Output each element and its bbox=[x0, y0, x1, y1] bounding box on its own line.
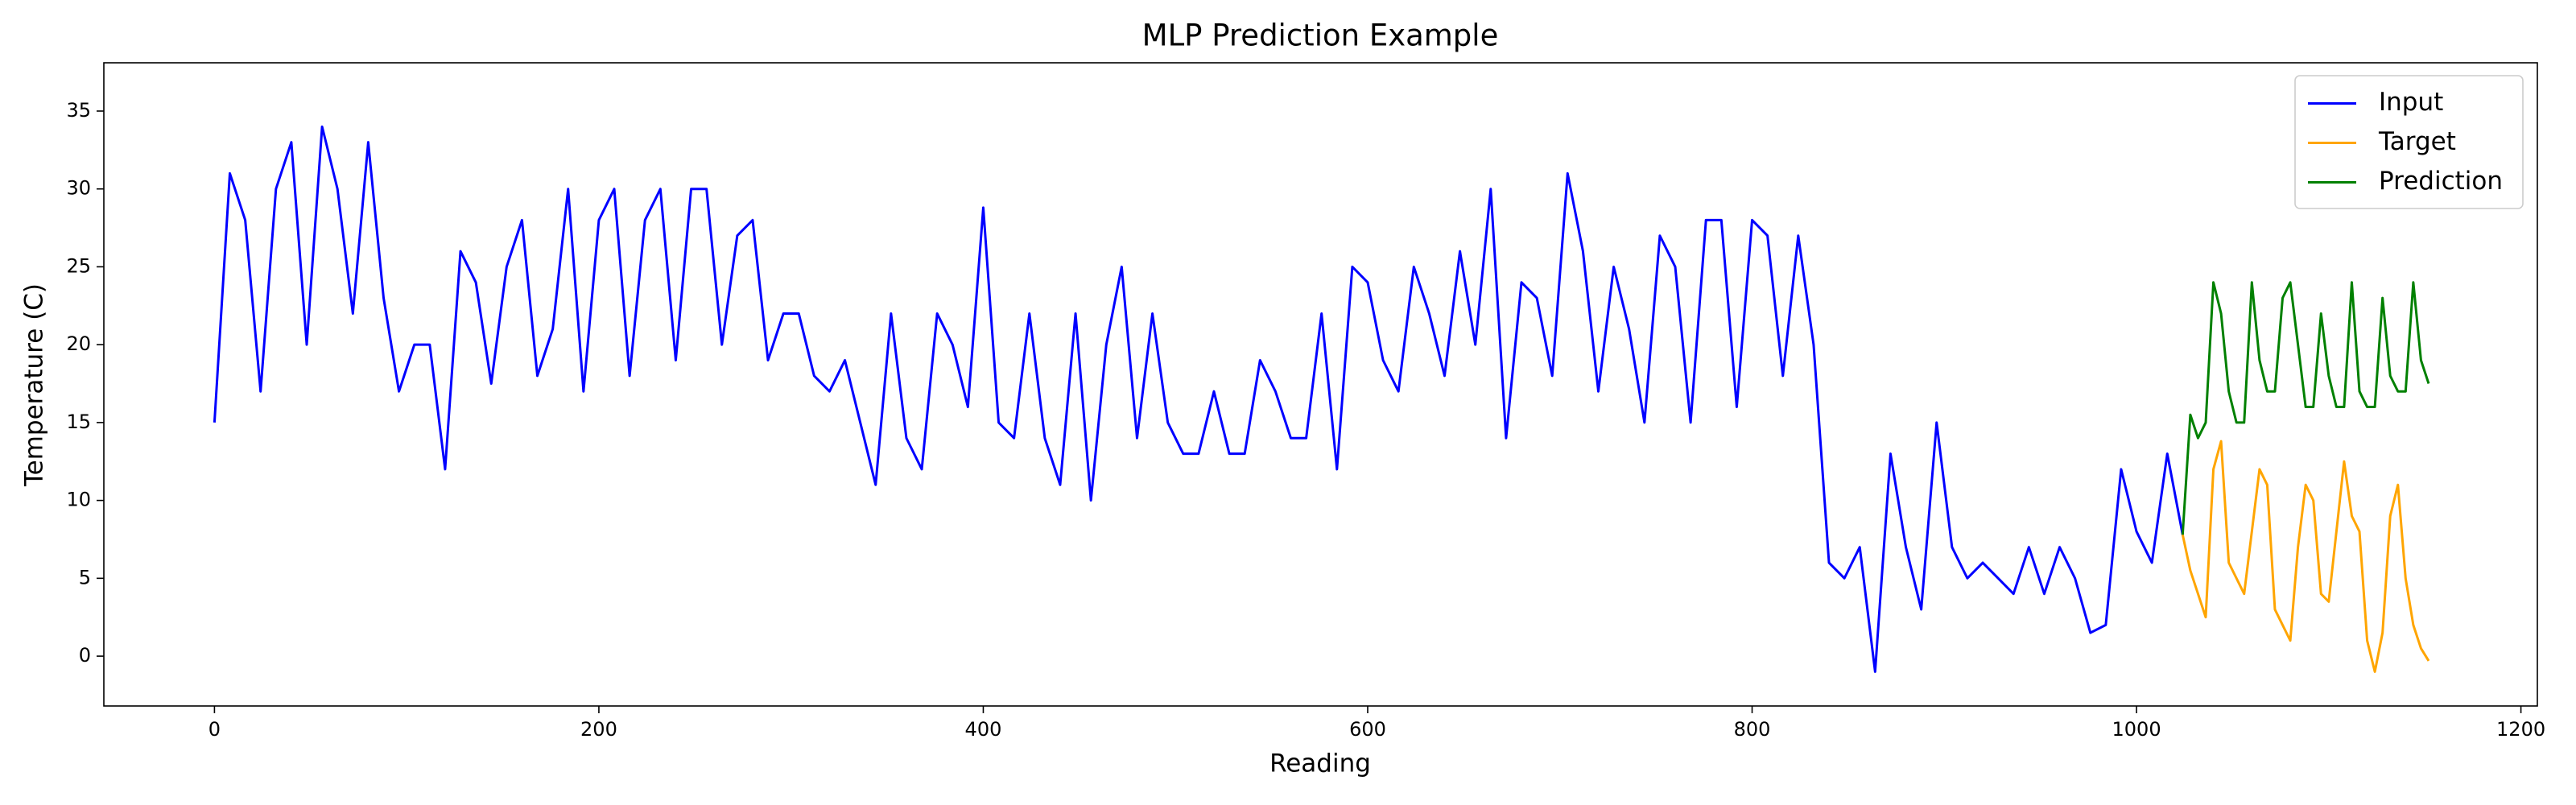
x-tick-label: 200 bbox=[580, 718, 617, 741]
legend-label: Prediction bbox=[2379, 167, 2503, 196]
x-tick-label: 800 bbox=[1734, 718, 1771, 741]
y-axis-label: Temperature (C) bbox=[20, 283, 49, 487]
x-tick-label: 400 bbox=[965, 718, 1002, 741]
y-tick-label: 0 bbox=[79, 644, 91, 667]
y-tick-label: 10 bbox=[66, 489, 91, 511]
x-tick-label: 600 bbox=[1349, 718, 1386, 741]
x-tick-label: 0 bbox=[208, 718, 221, 741]
line-series bbox=[2181, 281, 2430, 535]
y-tick-label: 15 bbox=[66, 411, 91, 433]
legend-box bbox=[2294, 75, 2524, 209]
y-tick-label: 30 bbox=[66, 177, 91, 200]
line-series bbox=[2181, 440, 2430, 673]
y-tick-label: 5 bbox=[79, 566, 91, 588]
y-tick-label: 20 bbox=[66, 332, 91, 355]
legend-label: Input bbox=[2379, 88, 2443, 117]
y-tick-label: 35 bbox=[66, 99, 91, 122]
y-tick-label: 25 bbox=[66, 254, 91, 277]
x-axis-label: Reading bbox=[1269, 749, 1371, 778]
chart-title: MLP Prediction Example bbox=[1142, 19, 1499, 53]
legend-label: Target bbox=[2378, 127, 2456, 156]
x-tick-label: 1200 bbox=[2496, 718, 2545, 741]
plot-frame bbox=[103, 62, 2538, 707]
line-series bbox=[213, 125, 2184, 673]
x-tick-label: 1000 bbox=[2112, 718, 2161, 741]
